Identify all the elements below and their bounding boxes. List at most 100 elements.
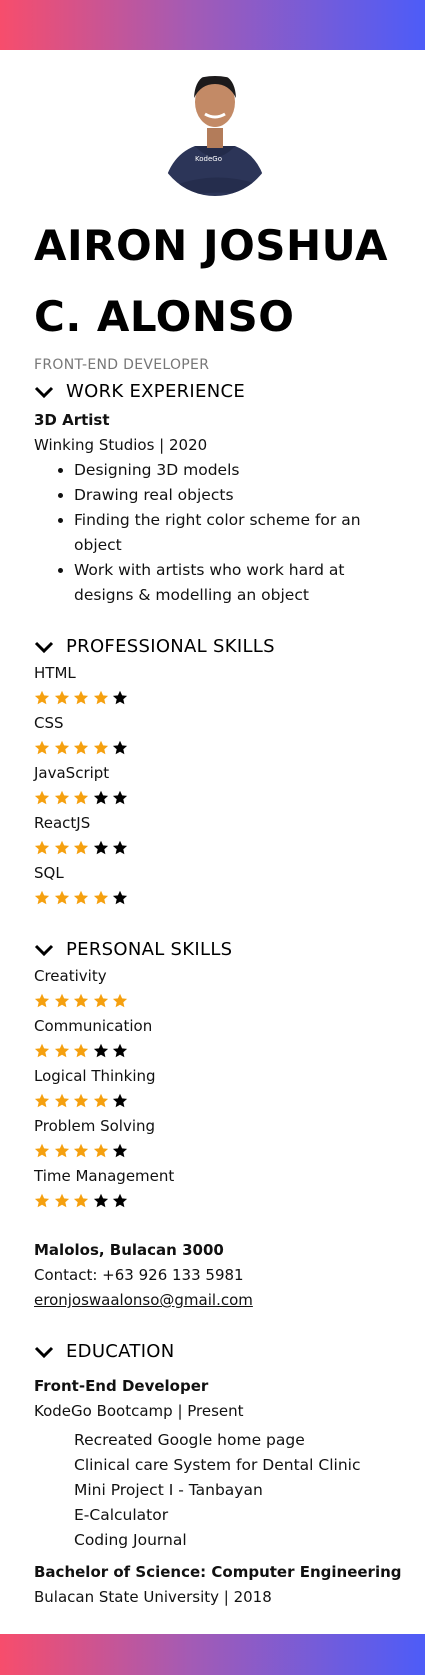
- skill-rating: [34, 740, 132, 756]
- skill-rating: [34, 1093, 132, 1109]
- star-filled-icon: [73, 1093, 89, 1108]
- star-filled-icon: [73, 1143, 89, 1158]
- star-filled-icon: [34, 1143, 50, 1158]
- duties-list: Designing 3D models Drawing real objects…: [52, 458, 374, 608]
- job-role: FRONT-END DEVELOPER: [34, 357, 210, 373]
- avatar: KodeGo: [155, 58, 275, 210]
- skill-name: Communication: [34, 1017, 153, 1035]
- skill-name: Problem Solving: [34, 1117, 156, 1135]
- skill-rating: [34, 1193, 132, 1209]
- star-filled-icon: [54, 993, 69, 1008]
- job-title: 3D Artist: [34, 411, 110, 429]
- star-empty-icon: [112, 840, 128, 855]
- star-empty-icon: [112, 890, 128, 905]
- star-empty-icon: [93, 1193, 108, 1208]
- star-filled-icon: [93, 890, 108, 905]
- project-item: E-Calculator: [74, 1506, 169, 1524]
- projects-list: Recreated Google home page Clinical care…: [74, 1428, 361, 1553]
- name-line-2: C. ALONSO: [34, 292, 295, 341]
- chevron-down-icon: [34, 944, 54, 956]
- star-filled-icon: [93, 1093, 108, 1108]
- star-empty-icon: [112, 740, 128, 755]
- skill-name: Creativity: [34, 967, 107, 985]
- skill-name: CSS: [34, 714, 64, 732]
- star-filled-icon: [73, 740, 89, 755]
- star-filled-icon: [34, 740, 50, 755]
- star-filled-icon: [54, 1193, 69, 1208]
- duty-item: Work with artists who work hard at desig…: [74, 558, 374, 608]
- star-empty-icon: [93, 790, 108, 805]
- star-filled-icon: [73, 690, 89, 705]
- star-empty-icon: [112, 1193, 128, 1208]
- skill-rating: [34, 890, 132, 906]
- star-filled-icon: [112, 993, 128, 1008]
- skill-name: SQL: [34, 864, 64, 882]
- skill-name: HTML: [34, 664, 76, 682]
- phone: Contact: +63 926 133 5981: [34, 1266, 244, 1284]
- star-filled-icon: [73, 1043, 89, 1058]
- star-filled-icon: [34, 1093, 50, 1108]
- section-personal-skills[interactable]: PERSONAL SKILLS: [34, 939, 232, 960]
- star-empty-icon: [112, 1143, 128, 1158]
- education-heading: EDUCATION: [66, 1341, 175, 1362]
- star-filled-icon: [34, 790, 50, 805]
- star-filled-icon: [34, 690, 50, 705]
- skill-name: ReactJS: [34, 814, 91, 832]
- section-professional-skills[interactable]: PROFESSIONAL SKILLS: [34, 636, 275, 657]
- star-filled-icon: [73, 890, 89, 905]
- star-filled-icon: [93, 1143, 108, 1158]
- star-empty-icon: [93, 1043, 108, 1058]
- work-experience-heading: WORK EXPERIENCE: [66, 381, 246, 402]
- job-company: Winking Studios | 2020: [34, 436, 208, 454]
- star-filled-icon: [34, 890, 50, 905]
- skill-rating: [34, 1043, 132, 1059]
- header-gradient-band: [0, 0, 425, 50]
- education-degree: Front-End Developer: [34, 1377, 209, 1395]
- star-filled-icon: [34, 840, 50, 855]
- personal-skills-heading: PERSONAL SKILLS: [66, 939, 233, 960]
- star-empty-icon: [112, 690, 128, 705]
- skill-name: Logical Thinking: [34, 1067, 156, 1085]
- star-filled-icon: [54, 690, 69, 705]
- star-filled-icon: [54, 890, 69, 905]
- skill-rating: [34, 840, 132, 856]
- skill-name: JavaScript: [34, 764, 110, 782]
- star-filled-icon: [54, 1093, 69, 1108]
- star-empty-icon: [112, 790, 128, 805]
- star-filled-icon: [34, 1193, 50, 1208]
- project-item: Recreated Google home page: [74, 1431, 305, 1449]
- chevron-down-icon: [34, 386, 54, 398]
- star-filled-icon: [54, 740, 69, 755]
- star-empty-icon: [112, 1093, 128, 1108]
- shirt-logo-text: KodeGo: [195, 155, 222, 163]
- skill-rating: [34, 690, 132, 706]
- star-filled-icon: [34, 1043, 50, 1058]
- education-school: Bulacan State University | 2018: [34, 1588, 272, 1606]
- email-link[interactable]: eronjoswaalonso@gmail.com: [34, 1291, 253, 1309]
- professional-skills-heading: PROFESSIONAL SKILLS: [66, 636, 275, 657]
- footer-gradient-band: [0, 1634, 425, 1675]
- chevron-down-icon: [34, 1346, 54, 1358]
- profile-photo: KodeGo: [155, 76, 275, 196]
- star-filled-icon: [73, 790, 89, 805]
- section-education[interactable]: EDUCATION: [34, 1341, 175, 1362]
- section-work-experience[interactable]: WORK EXPERIENCE: [34, 381, 245, 402]
- address: Malolos, Bulacan 3000: [34, 1241, 224, 1259]
- name-line-1: AIRON JOSHUA: [34, 221, 388, 270]
- skill-rating: [34, 1143, 132, 1159]
- project-item: Mini Project I - Tanbayan: [74, 1481, 263, 1499]
- education-degree: Bachelor of Science: Computer Engineerin…: [34, 1563, 402, 1581]
- project-item: Coding Journal: [74, 1531, 187, 1549]
- duty-item: Drawing real objects: [74, 483, 374, 508]
- project-item: Clinical care System for Dental Clinic: [74, 1456, 361, 1474]
- star-empty-icon: [93, 840, 108, 855]
- education-school: KodeGo Bootcamp | Present: [34, 1402, 244, 1420]
- star-filled-icon: [73, 840, 89, 855]
- star-filled-icon: [34, 993, 50, 1008]
- star-filled-icon: [54, 790, 69, 805]
- duty-item: Finding the right color scheme for an ob…: [74, 508, 374, 558]
- skill-name: Time Management: [34, 1167, 175, 1185]
- skill-rating: [34, 993, 132, 1009]
- duty-item: Designing 3D models: [74, 458, 374, 483]
- star-filled-icon: [54, 1043, 69, 1058]
